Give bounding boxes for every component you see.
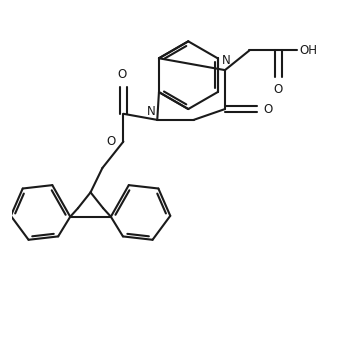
Text: O: O [263, 103, 273, 116]
Text: O: O [107, 135, 116, 148]
Text: O: O [273, 83, 283, 96]
Text: O: O [117, 68, 126, 81]
Text: N: N [222, 54, 231, 67]
Text: OH: OH [299, 44, 318, 57]
Text: N: N [147, 105, 156, 118]
